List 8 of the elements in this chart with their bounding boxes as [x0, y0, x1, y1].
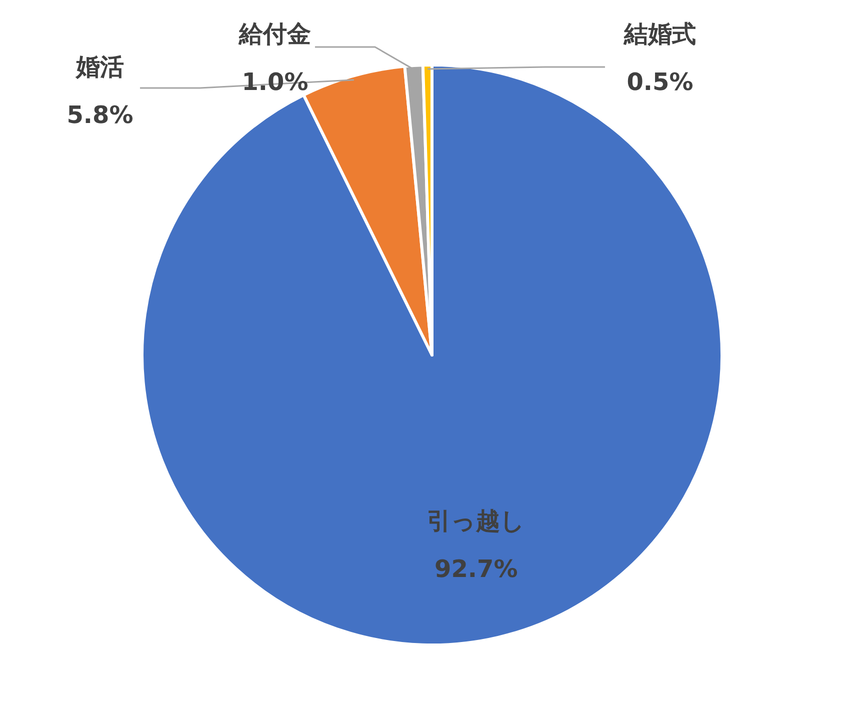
data-label: 1.0% [242, 68, 308, 96]
slice-label: 給付金 [238, 20, 311, 48]
data-label: 5.8% [66, 101, 134, 129]
slice-label: 婚活 [75, 53, 124, 81]
slice-label: 結婚式 [623, 20, 696, 48]
data-label: 0.5% [626, 68, 694, 96]
slice-label: 引っ越し [427, 507, 526, 536]
data-label: 92.7% [434, 555, 518, 584]
